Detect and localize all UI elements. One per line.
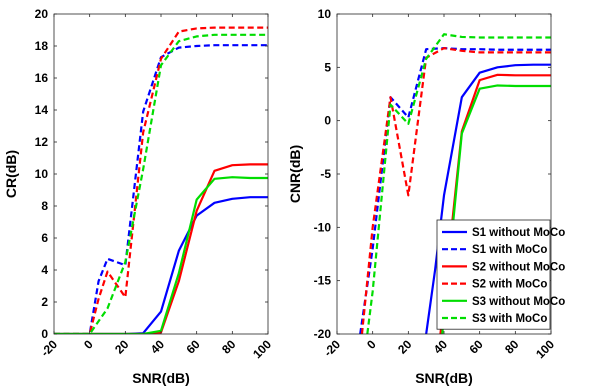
y-axis-label: CNR(dB): [287, 145, 303, 203]
series-line-1: [54, 196, 268, 334]
y-tick-label: -20: [314, 327, 332, 341]
legend-label: S3 without MoCo: [472, 296, 565, 308]
series-line-2: [54, 44, 268, 334]
series-group: [54, 26, 268, 334]
y-tick-label: 20: [35, 7, 49, 21]
legend-label: S1 without MoCo: [472, 227, 565, 239]
x-tick-label: 80: [502, 337, 522, 357]
series-line-4: [360, 47, 551, 334]
y-tick-label: -15: [314, 274, 332, 288]
series-line-6: [54, 33, 268, 334]
legend-label: S1 with MoCo: [472, 244, 547, 256]
y-tick-label: 0: [41, 327, 48, 341]
y-axis-label: CR(dB): [3, 150, 19, 198]
series-line-6: [366, 33, 551, 334]
x-tick-label: 20: [112, 337, 132, 357]
legend-label: S2 without MoCo: [472, 261, 565, 273]
legend-label: S2 with MoCo: [472, 279, 547, 291]
x-axis-label: SNR(dB): [415, 370, 473, 386]
y-tick-label: 10: [35, 167, 49, 181]
series-line-4: [54, 26, 268, 334]
y-tick-label: 6: [41, 231, 48, 245]
y-tick-label: 2: [41, 295, 48, 309]
y-tick-label: 0: [324, 114, 331, 128]
x-tick-label: 60: [183, 337, 203, 357]
legend-label: S3 with MoCo: [472, 313, 547, 325]
y-tick-label: 16: [35, 71, 49, 85]
x-tick-label: 0: [81, 337, 96, 352]
axes-box: [53, 13, 269, 335]
y-tick-label: 12: [35, 135, 49, 149]
x-tick-label: 80: [219, 337, 239, 357]
y-tick-label: 8: [41, 199, 48, 213]
series-line-5: [441, 84, 551, 334]
x-tick-label: 40: [148, 337, 168, 357]
y-tick-label: 14: [35, 103, 49, 117]
x-axis-label: SNR(dB): [132, 370, 190, 386]
x-tick-label: 100: [533, 337, 557, 361]
x-tick-label: 0: [364, 337, 379, 352]
y-tick-label: 10: [318, 7, 332, 21]
series-line-5: [54, 176, 268, 334]
y-tick-label: 5: [324, 60, 331, 74]
y-tick-label: -5: [320, 167, 331, 181]
x-tick-label: 40: [431, 337, 451, 357]
y-tick-label: -10: [314, 220, 332, 234]
x-tick-label: 60: [466, 337, 486, 357]
legend-box: [436, 219, 551, 330]
legend: S1 without MoCo S1 with MoCo S2 without Mo…: [436, 219, 565, 330]
y-tick-label: 18: [35, 39, 49, 53]
x-tick-label: 100: [250, 337, 274, 361]
y-tick-label: 4: [41, 263, 48, 277]
x-tick-label: 20: [395, 337, 415, 357]
